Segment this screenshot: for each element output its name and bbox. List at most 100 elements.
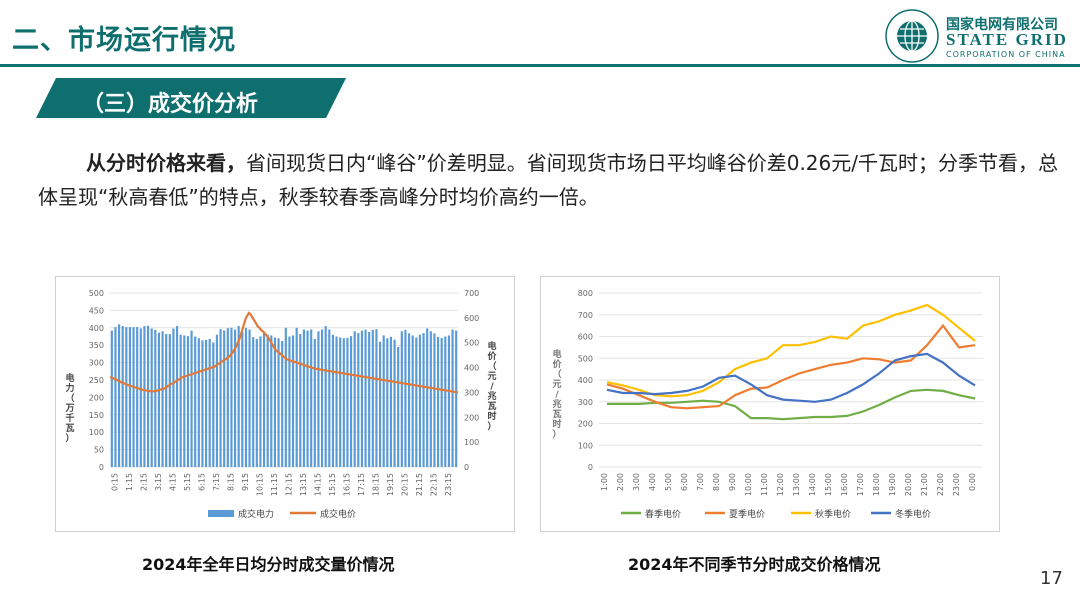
volume-bar [226,328,229,467]
volume-bar [339,337,342,467]
y-tick-label: 450 [89,306,104,315]
header-divider [0,64,1080,67]
x-tick-label: 14:00 [808,473,817,496]
right-chart-caption: 2024年不同季节分时成交价格情况 [628,555,881,574]
volume-price-chart: 0 50 100 150 200 250 300 350 400 450 500 0 100 200 300… [64,289,497,520]
volume-bar [114,327,117,467]
volume-bar [161,331,164,467]
volume-bar [382,335,385,467]
volume-bar [433,333,436,467]
x-tick-label: 17:15 [357,473,366,496]
x-tick-label: 0:15 [110,473,119,491]
volume-bar [270,335,273,467]
y2-tick-label: 500 [464,339,479,348]
volume-bar [353,331,356,467]
x-tick-label: 3:15 [154,473,163,491]
y-tick-label: 350 [89,341,104,350]
volume-bar [165,334,168,467]
y-tick-label: 100 [578,441,593,450]
x-tick-label: 8:15 [226,473,235,491]
x-tick-label: 16:15 [342,473,351,496]
x-tick-label: 17:00 [856,473,865,496]
x-tick-label: 7:15 [212,473,221,491]
state-grid-logo: 国家电网有限公司 STATE GRID CORPORATION OF CHINA [884,9,1074,63]
volume-bar [426,328,429,467]
volume-bar [139,328,142,467]
volume-bar [320,329,324,467]
volume-bar [157,332,161,467]
left-chart-card: 0 50 100 150 200 250 300 350 400 450 500 0 100 200 300… [55,276,515,532]
y-tick-label: 500 [578,354,593,363]
volume-bar [136,327,139,467]
volume-bar [262,333,266,467]
series-line-3 [606,303,976,398]
volume-bar [281,341,284,467]
volume-bar [230,327,233,467]
price-line [109,311,459,394]
volume-bar [335,336,338,467]
volume-bar [248,329,251,467]
series-line-4 [606,352,976,403]
legend-swatch-volume [208,510,234,517]
volume-bar [429,331,432,467]
y-tick-label: 250 [89,376,104,385]
x-tick-label: 22:00 [936,473,945,496]
series-line-1 [607,388,976,421]
x-tick-label: 5:15 [183,473,192,491]
x-tick-label: 18:00 [872,473,881,496]
volume-bar [436,336,440,467]
volume-bar [197,338,200,467]
volume-bar [255,338,258,467]
volume-bar [306,330,309,467]
legend-label-3: 秋季电价 [815,508,851,520]
volume-bar [357,333,360,467]
volume-bar [244,327,248,467]
volume-bar [219,329,222,467]
section-banner: （三）成交价分析 [36,78,346,118]
y-tick-label: 150 [89,411,104,420]
volume-bar [451,329,454,467]
x-tick-label: 1:00 [600,473,609,491]
volume-bar [313,338,316,467]
volume-bar [444,336,447,467]
volume-bar [389,336,393,467]
volume-bar [241,331,244,467]
volume-bar [132,327,135,467]
x-tick-label: 21:15 [415,473,424,496]
volume-bar [273,337,277,467]
volume-bar [233,329,237,467]
x-tick-label: 3:00 [632,473,641,491]
volume-bar [190,330,193,467]
volume-bar [259,336,262,467]
volume-bar [143,326,146,467]
volume-bar [125,327,128,467]
y-tick-label: 300 [89,359,104,368]
volume-bar [415,337,418,467]
volume-bar [223,330,226,467]
volume-bar [284,327,287,467]
summary-lead: 从分时价格来看， [86,151,246,175]
x-tick-label: 6:15 [197,473,206,491]
volume-bar [212,342,215,467]
x-tick-label: 10:15 [255,473,264,496]
volume-bar [411,335,414,467]
legend-label-2: 夏季电价 [729,508,765,520]
y2-tick-label: 400 [464,364,479,373]
y-tick-label: 700 [578,311,593,320]
y2-tick-label: 0 [464,463,469,472]
volume-bar [172,328,175,467]
volume-bar [266,334,269,467]
volume-bar [447,335,451,467]
x-tick-label: 12:15 [284,473,293,496]
volume-bar [371,329,374,467]
x-tick-label: 9:15 [241,473,250,491]
y-tick-label: 200 [578,420,593,429]
y-tick-label: 50 [94,446,104,455]
y-tick-label: 200 [89,393,104,402]
volume-bar [215,334,219,467]
x-tick-label: 16:00 [840,473,849,496]
volume-bar [299,334,302,467]
y2-tick-label: 100 [464,438,479,447]
volume-bar [342,338,345,467]
volume-bar [386,338,389,467]
